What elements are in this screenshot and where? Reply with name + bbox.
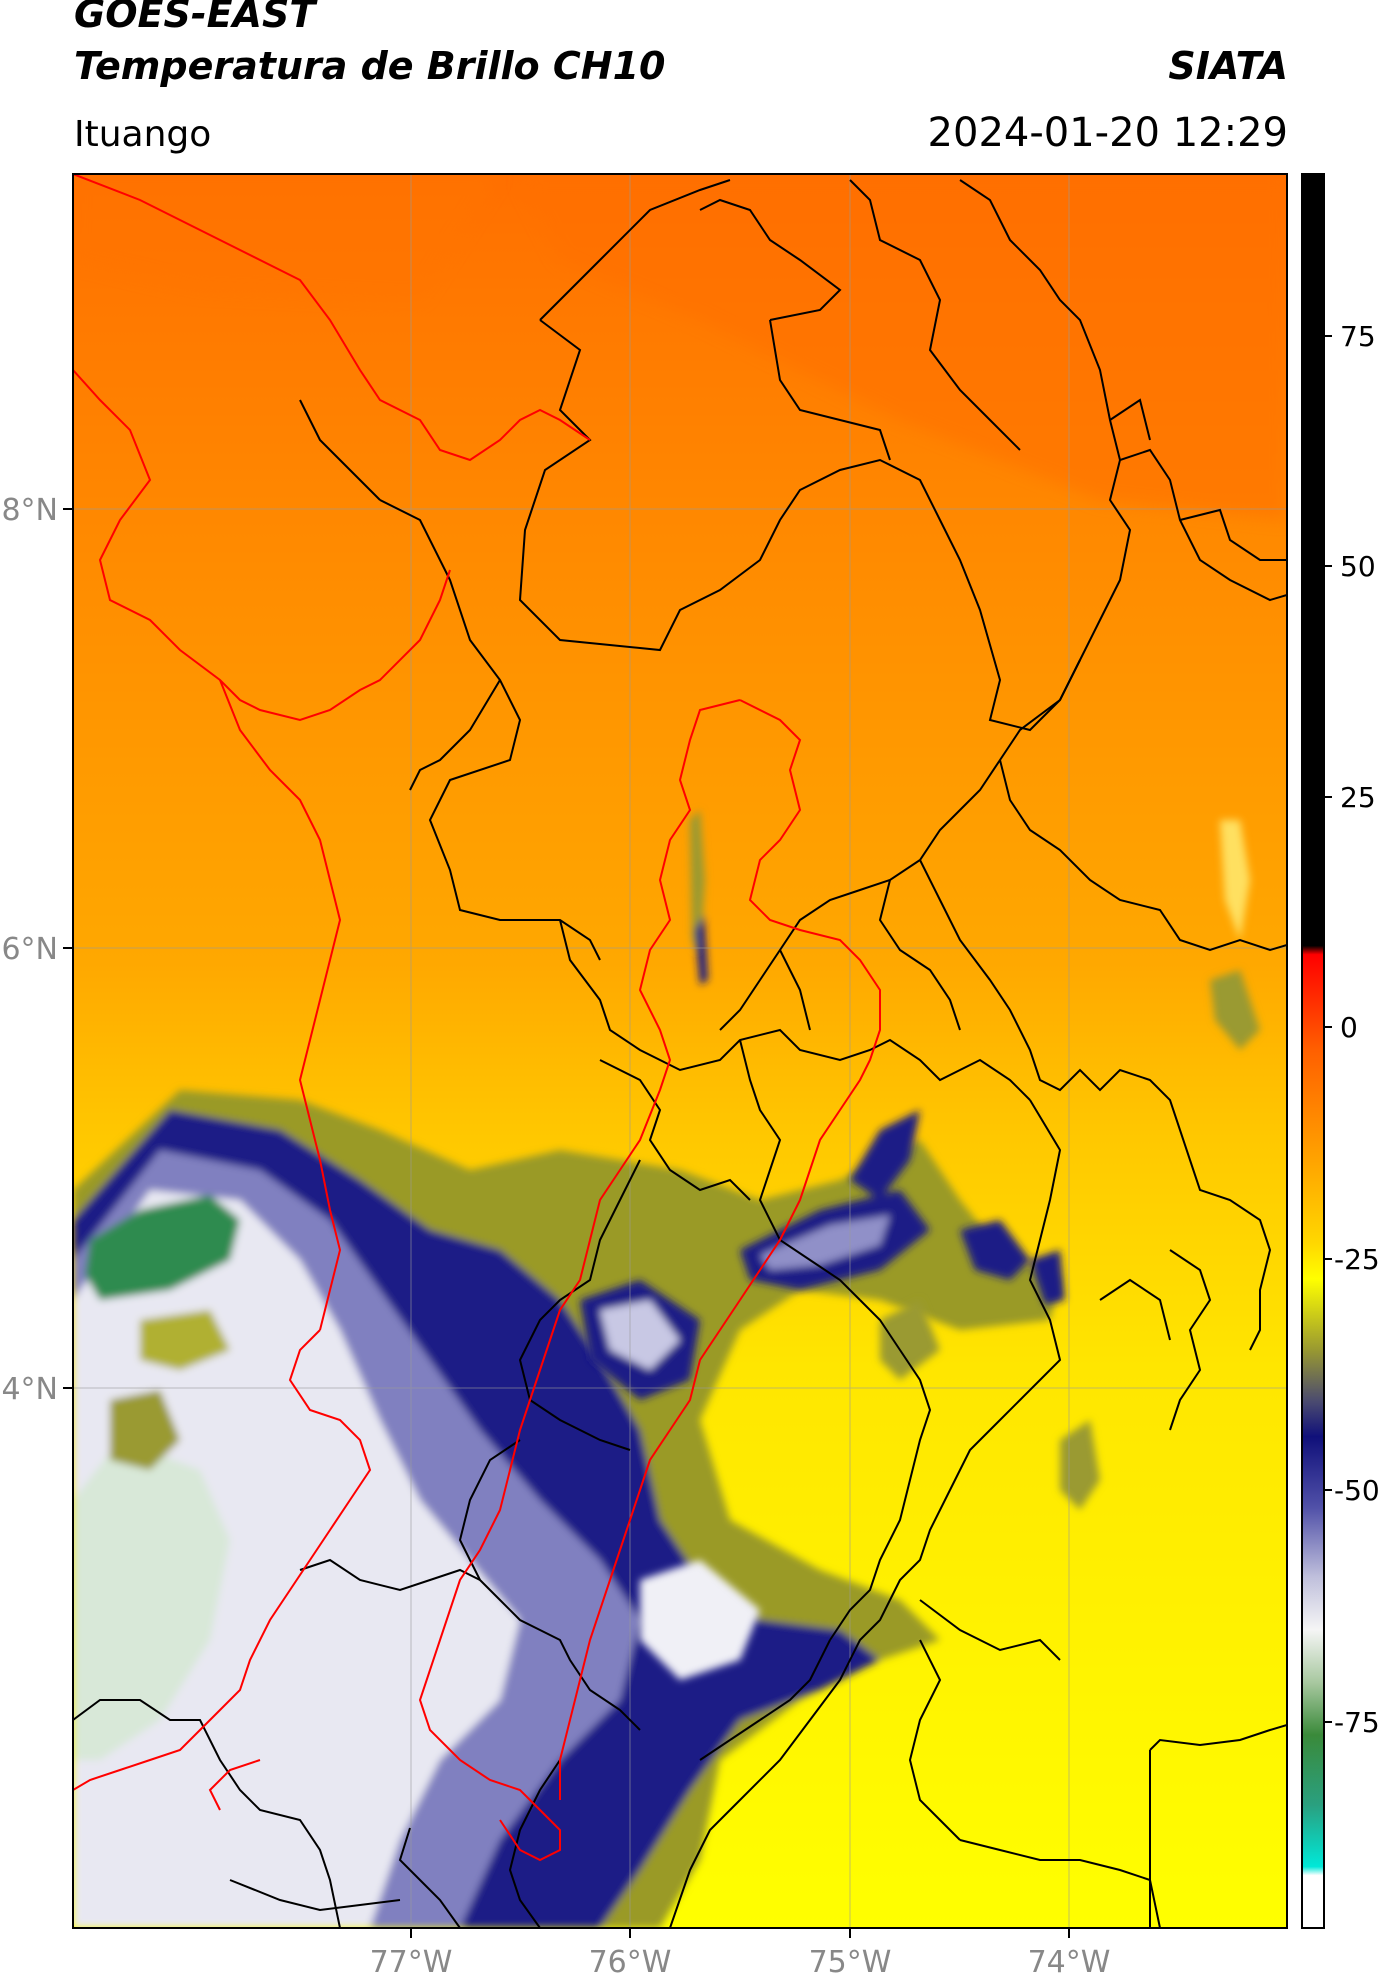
region-label: Ituango — [74, 114, 212, 155]
colorbar-tick-minus-25: -25 — [1334, 1243, 1380, 1276]
lat-label-8n: 8°N — [1, 493, 58, 528]
lat-label-6n: 6°N — [1, 932, 58, 967]
colorbar-tick-minus-75: -75 — [1334, 1706, 1380, 1739]
satellite-title: GOES-EAST — [74, 0, 316, 36]
brightness-temperature-field — [73, 174, 1287, 1928]
lon-label-77w: 77°W — [370, 1945, 453, 1980]
lon-label-75w: 75°W — [809, 1945, 892, 1980]
colorbar-tick-50: 50 — [1340, 550, 1376, 583]
map-graticule — [73, 174, 1287, 1928]
department-borders — [73, 179, 1287, 1928]
brand-label: SIATA — [1168, 44, 1288, 88]
colorbar-tick-75: 75 — [1340, 320, 1376, 353]
timestamp-label: 2024-01-20 12:29 — [927, 110, 1288, 156]
product-title: Temperatura de Brillo CH10 — [74, 44, 666, 88]
coastline-and-basin-outline — [73, 174, 881, 1862]
colorbar: 75 50 25 0 -25 -50 -75 — [1301, 173, 1380, 1929]
lon-label-76w: 76°W — [589, 1945, 672, 1980]
map-frame — [72, 173, 1288, 1929]
lon-label-74w: 74°W — [1028, 1945, 1111, 1980]
lat-label-4n: 4°N — [1, 1372, 58, 1407]
colorbar-tick-0: 0 — [1340, 1011, 1358, 1044]
colorbar-tick-minus-50: -50 — [1334, 1474, 1380, 1507]
colorbar-tick-25: 25 — [1340, 781, 1376, 814]
